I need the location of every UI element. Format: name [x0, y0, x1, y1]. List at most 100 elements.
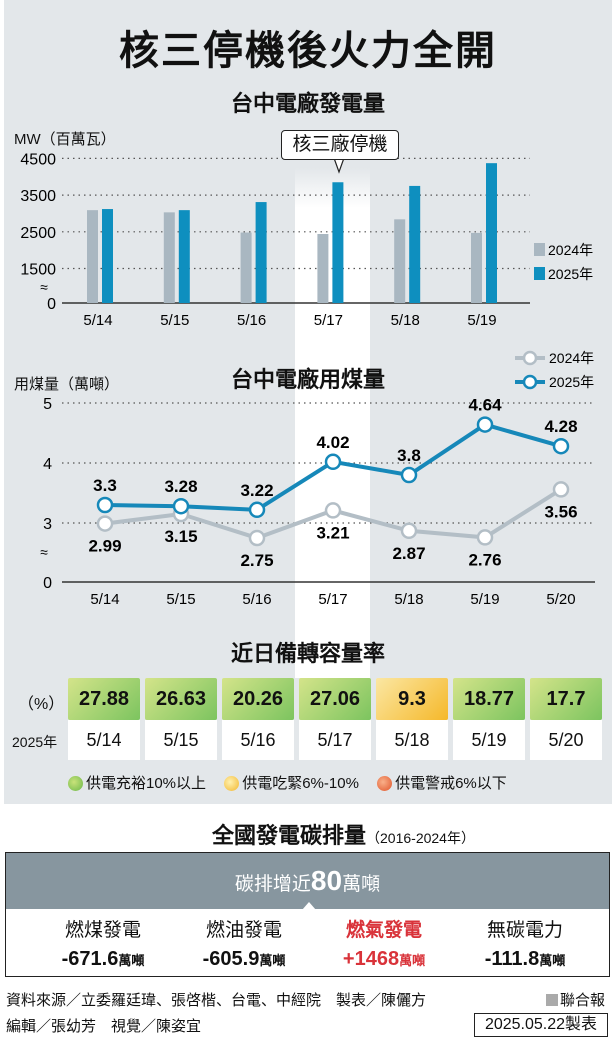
axis-break-icon: ≈ — [40, 544, 48, 560]
bar-2024 — [240, 232, 252, 303]
orange-dot-icon — [377, 776, 393, 791]
x-tick-label: 5/20 — [546, 591, 575, 608]
x-tick-label: 5/18 — [394, 591, 423, 608]
reserve-date-cell: 5/18 — [376, 720, 448, 760]
reserve-rate-cell: 26.63 — [145, 678, 217, 720]
chart2-unit: 用煤量（萬噸） — [14, 376, 120, 393]
y-tick-label: 0 — [47, 296, 56, 313]
x-tick-label: 5/14 — [90, 591, 119, 608]
data-label: 2.99 — [88, 537, 121, 556]
legend-ok: 供電充裕10%以上 — [68, 775, 206, 792]
item-unit: 萬噸 — [399, 953, 426, 968]
data-label: 4.64 — [468, 396, 502, 415]
bar-2024 — [471, 232, 482, 303]
legend-ok-label: 供電充裕10%以上 — [86, 775, 207, 792]
x-tick-label: 5/19 — [470, 591, 499, 608]
y-tick-label: 1500 — [20, 262, 56, 279]
x-tick-label: 5/19 — [467, 312, 496, 329]
bar-2025 — [255, 202, 267, 303]
point-2025 — [552, 437, 570, 455]
reserve-title: 近日備轉容量率 — [230, 641, 385, 666]
reserve-value-label: （%） — [18, 696, 65, 713]
reserve-rate-cell: 27.06 — [299, 678, 371, 720]
item-unit: 萬噸 — [259, 953, 286, 968]
charts-svg: 0 1500 2500 3500 4500 ≈5/14 5/15 5/16 5/17 5/18 5/… — [20, 151, 595, 608]
legend-label: 2025年 — [549, 374, 594, 390]
x-tick-label: 5/15 — [166, 591, 195, 608]
reserve-rate-cell: 17.7 — [530, 678, 602, 720]
data-label: 3.28 — [164, 477, 197, 496]
callout-nuclear-shutdown: 核三廠停機 — [281, 130, 399, 160]
bar-2024 — [394, 219, 406, 303]
y-tick-label: 5 — [43, 396, 52, 413]
point-2024 — [248, 529, 266, 547]
reserve-year-label: 2025年 — [12, 734, 58, 750]
point-2024 — [552, 481, 570, 498]
point-2025 — [96, 496, 114, 514]
point-2025 — [324, 453, 342, 471]
y-tick-label: 0 — [43, 575, 52, 592]
footer-date: 2025.05.22製表 — [474, 1013, 608, 1037]
callout-pointer — [333, 157, 345, 174]
bar-2024 — [87, 210, 98, 303]
data-label: 3.3 — [93, 476, 117, 495]
legend-swatch-2025 — [534, 267, 545, 280]
y-tick-label: 4500 — [20, 151, 56, 168]
yellow-dot-icon — [224, 776, 240, 791]
point-2024 — [400, 522, 418, 540]
data-label: 2.76 — [468, 550, 501, 569]
legend-marker — [522, 374, 538, 390]
headline-prefix: 碳排增近 — [234, 874, 311, 895]
data-label: 3.8 — [397, 446, 421, 465]
x-tick-label: 5/17 — [314, 312, 343, 329]
x-tick-label: 5/15 — [160, 312, 189, 329]
chart1-unit: MW（百萬瓦） — [14, 131, 116, 148]
headline-unit: 萬噸 — [342, 874, 381, 895]
publisher: 聯合報 — [546, 989, 605, 1010]
point-2025 — [476, 416, 494, 433]
carbon-title: 全國發電碳排量 — [212, 823, 367, 848]
carbon-item-oil: 燃油發電 -605.9萬噸 — [169, 915, 319, 971]
reserve-date-cell: 5/15 — [145, 720, 217, 760]
reserve-date-cell: 5/20 — [530, 720, 602, 760]
legend-label-2025: 2025年 — [548, 266, 593, 282]
item-name: 燃煤發電 — [64, 920, 141, 941]
reserve-date-cell: 5/14 — [68, 720, 140, 760]
y-tick-label: 3 — [43, 516, 52, 533]
headline-pointer — [302, 902, 316, 910]
legend-tight: 供電吃緊6%-10% — [224, 775, 359, 792]
legend-label-2024: 2024年 — [548, 242, 593, 258]
y-tick-label: 3500 — [20, 188, 56, 205]
bar-2025 — [409, 185, 421, 303]
data-label: 3.21 — [316, 523, 349, 542]
chart1-title: 台中電廠發電量 — [230, 91, 385, 116]
point-2024 — [96, 515, 114, 532]
legend-alert: 供電警戒6%以下 — [377, 775, 507, 792]
x-tick-label: 5/14 — [83, 312, 112, 329]
item-value: +1468 — [342, 948, 400, 970]
axis-break-icon: ≈ — [40, 279, 48, 295]
item-name: 無碳電力 — [486, 920, 563, 941]
legend-swatch-2024 — [534, 243, 545, 256]
headline-number: 80 — [310, 865, 343, 896]
point-2025 — [400, 466, 418, 484]
reserve-legend: 供電充裕10%以上 供電吃緊6%-10% 供電警戒6%以下 — [68, 772, 507, 793]
point-2024 — [476, 529, 494, 546]
data-label: 2.87 — [392, 544, 425, 563]
data-label: 3.15 — [164, 527, 197, 546]
footer-editors: 編輯／張幼芳 視覺／陳姿宜 — [6, 1018, 202, 1035]
carbon-headline: 碳排增近80萬噸 — [6, 853, 609, 909]
data-label: 4.28 — [544, 417, 577, 436]
data-label: 3.22 — [240, 481, 273, 500]
item-name: 燃氣發電 — [345, 920, 422, 941]
publisher-square-icon — [546, 994, 558, 1006]
carbon-item-coal: 燃煤發電 -671.6萬噸 — [28, 915, 178, 971]
point-2025 — [248, 501, 266, 519]
x-tick-label: 5/16 — [237, 312, 266, 329]
reserve-rate-cell: 20.26 — [222, 678, 294, 720]
bar-2024 — [163, 212, 175, 303]
item-unit: 萬噸 — [539, 953, 566, 968]
reserve-date-cell: 5/17 — [299, 720, 371, 760]
chart2-title: 台中電廠用煤量 — [230, 367, 385, 392]
